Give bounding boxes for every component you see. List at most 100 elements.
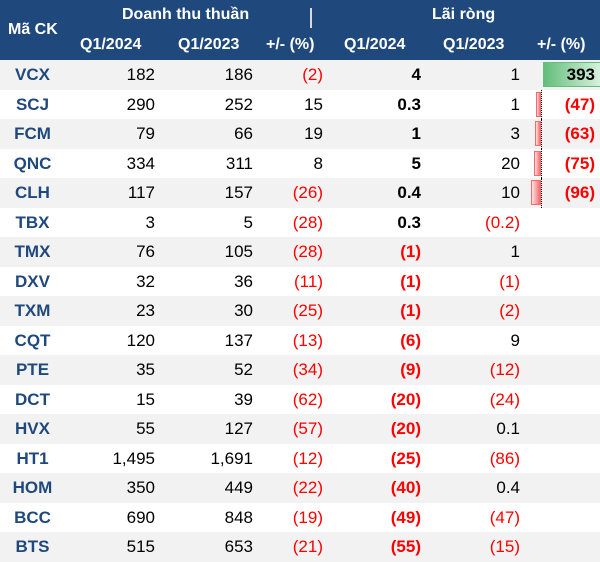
revenue-q1-2024-cell: 79 [136, 124, 155, 143]
profit-q1-2023-cell: (2) [499, 301, 520, 320]
profit-q1-2024-cell: (1) [400, 301, 421, 320]
table-row: TMX 76 105 (28) (1) 1 [0, 237, 600, 267]
revenue-change-cell: (34) [292, 360, 323, 379]
revenue-q1-2024-cell: 334 [126, 153, 155, 173]
stock-code-cell: PTE [15, 360, 50, 379]
profit-change-cell: (96) [564, 183, 595, 202]
profit-change-cell: (47) [564, 94, 595, 114]
profit-change-bar [533, 150, 541, 176]
profit-change-bar [543, 62, 600, 87]
profit-q1-2023-cell: 1 [510, 94, 520, 114]
revenue-change-cell: (26) [292, 183, 323, 202]
profit-q1-2024-cell: 1 [411, 124, 421, 143]
stock-code-cell: TBX [15, 212, 50, 232]
profit-q1-2024-cell: (20) [390, 389, 421, 409]
profit-q1-2023-cell: (15) [489, 537, 520, 556]
table-row: BCC 690 848 (19) (49) (47) [0, 502, 600, 532]
revenue-group-header: Doanh thu thuần [122, 6, 250, 23]
revenue-q1-2024-cell: 1,495 [112, 448, 155, 468]
table-row: HOM 350 449 (22) (40) 0.4 [0, 473, 600, 503]
revenue-q1-2023-cell: 186 [224, 65, 253, 84]
profit-change-bar [534, 121, 541, 146]
revenue-q1-2024-cell: 76 [136, 242, 155, 261]
revenue-change-cell: 19 [304, 124, 323, 143]
revenue-q1-2024-cell: 117 [127, 183, 155, 202]
bar-zero-axis [541, 119, 542, 149]
revenue-q1-2024-cell: 120 [126, 330, 155, 350]
revenue-q1-2023-cell: 39 [234, 389, 253, 409]
revenue-change-cell: (2) [302, 65, 323, 84]
table-row: PTE 35 52 (34) (9) (12) [0, 355, 600, 385]
profit-q1-2024-cell: (25) [390, 448, 421, 468]
table-row: BTS 515 653 (21) (55) (15) [0, 532, 600, 562]
table-row: DXV 32 36 (11) (1) (1) [0, 266, 600, 296]
revenue-q1-2023-cell: 848 [224, 507, 253, 527]
table-row: VCX 182 186 (2) 4 1 393 [0, 60, 600, 90]
profit-change-bar [536, 91, 541, 117]
revenue-q1-2023-cell: 30 [234, 301, 253, 320]
revenue-change-cell: 15 [304, 94, 323, 114]
revenue-q1-2023-cell: 137 [224, 330, 253, 350]
revenue-change-cell: (12) [292, 448, 323, 468]
revenue-q1-2023-cell: 66 [234, 124, 253, 143]
profit-q1-2023-cell: (12) [489, 360, 520, 379]
table-row: FCM 79 66 19 1 3 (63) [0, 119, 600, 149]
table-row: CQT 120 137 (13) (6) 9 [0, 325, 600, 355]
profit-q1-2024-cell: (40) [390, 478, 421, 497]
stock-code-cell: SCJ [15, 94, 50, 114]
table-row: CLH 117 157 (26) 0.4 10 (96) [0, 178, 600, 208]
revenue-change-cell: (28) [292, 212, 323, 232]
profit-q1-2024-cell: 0.3 [397, 94, 421, 114]
profit-change-cell: 393 [566, 65, 595, 84]
revenue-q1-2023-cell: 105 [224, 242, 253, 261]
code-column-header: Mã CK [8, 21, 58, 38]
revenue-q1-2023-cell: 157 [224, 183, 253, 202]
stock-code-cell: QNC [13, 153, 52, 173]
stock-code-cell: TXM [14, 301, 51, 320]
revenue-change-cell: (21) [292, 537, 323, 556]
revenue-q1-2023-cell: 449 [224, 478, 253, 497]
revenue-q1-2023-cell: 52 [234, 360, 253, 379]
profit-q1-2023-cell: 0.1 [496, 419, 520, 438]
profit-change-header: +/- (%) [537, 36, 586, 53]
table-row: TXM 23 30 (25) (1) (2) [0, 296, 600, 326]
table-row: HT1 1,495 1,691 (12) (25) (86) [0, 443, 600, 473]
stock-code-cell: TMX [14, 242, 51, 261]
stock-code-cell: BTS [15, 537, 50, 556]
revenue-q1-2023-cell: 311 [225, 153, 253, 173]
revenue-q1-2024-cell: 23 [136, 301, 155, 320]
table-row: HVX 55 127 (57) (20) 0.1 [0, 414, 600, 444]
profit-q1-2024-cell: (6) [400, 330, 421, 350]
profit-q1-2024-cell: (49) [390, 507, 421, 527]
profit-q1-2023-cell: (1) [499, 271, 520, 291]
revenue-q1-2023-cell: 5 [243, 212, 253, 232]
revenue-q1-2024-header: Q1/2024 [80, 36, 142, 53]
profit-q1-2023-cell: 10 [501, 183, 520, 202]
stock-code-cell: DCT [15, 389, 50, 409]
stock-code-cell: HOM [12, 478, 53, 497]
revenue-q1-2023-cell: 252 [224, 94, 253, 114]
revenue-q1-2024-cell: 55 [136, 419, 155, 438]
table-row: QNC 334 311 8 5 20 (75) [0, 148, 600, 178]
revenue-q1-2024-cell: 515 [126, 537, 155, 556]
profit-q1-2023-cell: 20 [501, 153, 520, 173]
profit-q1-2024-cell: (1) [400, 242, 421, 261]
bar-zero-axis [541, 178, 542, 208]
profit-q1-2023-cell: (24) [489, 389, 520, 409]
bar-zero-axis [541, 89, 542, 119]
table-row: DCT 15 39 (62) (20) (24) [0, 384, 600, 414]
revenue-change-cell: (62) [292, 389, 323, 409]
profit-q1-2024-cell: 0.3 [397, 212, 421, 232]
stock-code-cell: HT1 [16, 448, 49, 468]
stock-code-cell: DXV [15, 271, 50, 291]
profit-q1-2023-cell: (47) [489, 507, 520, 527]
profit-q1-2023-cell: 0.4 [496, 478, 520, 497]
header-divider [310, 8, 312, 28]
table-body: VCX 182 186 (2) 4 1 393 SCJ 290 252 15 0.3 1 (47) FCM 7… [0, 60, 600, 562]
stock-code-cell: CLH [15, 183, 50, 202]
bar-zero-axis [541, 148, 542, 178]
profit-q1-2024-cell: (1) [400, 271, 421, 291]
revenue-q1-2023-cell: 127 [224, 419, 253, 438]
profit-q1-2024-cell: 4 [411, 65, 421, 84]
table-header: Mã CK Doanh thu thuần Lãi ròng Q1/2024 Q… [0, 0, 600, 60]
